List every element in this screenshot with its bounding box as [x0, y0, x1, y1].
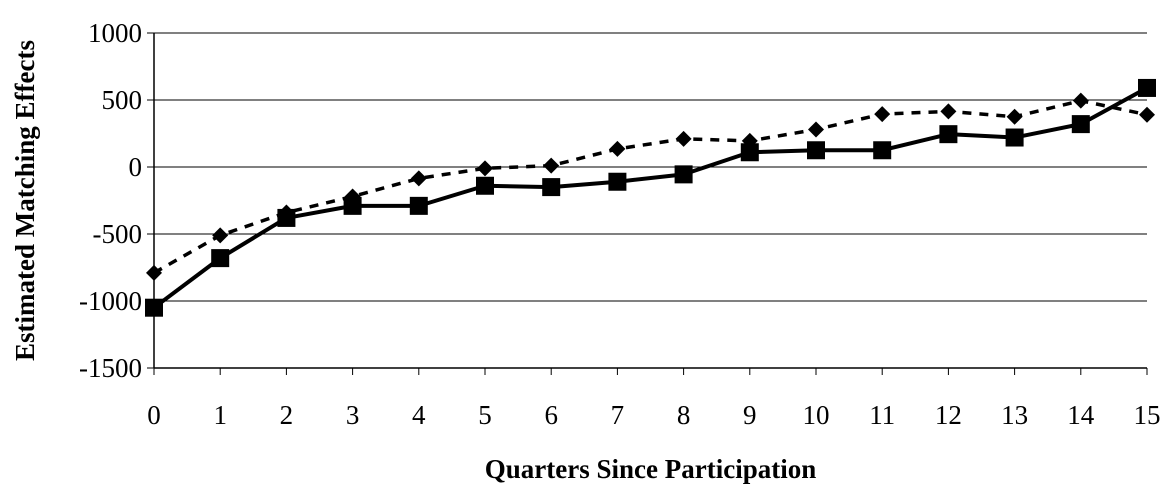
square-marker	[1138, 78, 1156, 97]
y-tick-label: -500	[93, 219, 143, 249]
diamond-marker	[212, 227, 229, 244]
x-tick-label: 15	[1134, 400, 1161, 430]
x-tick-label: 7	[611, 400, 625, 430]
series-diamond-dashed	[146, 92, 1155, 281]
square-marker	[409, 196, 428, 215]
x-tick-label: 13	[1001, 400, 1028, 430]
x-tick-label: 3	[346, 400, 360, 430]
gridlines	[154, 32, 1147, 302]
diamond-marker	[741, 132, 758, 149]
x-tick-label: 6	[544, 400, 558, 430]
diamond-marker	[344, 188, 361, 205]
x-tick-label: 2	[280, 400, 294, 430]
square-marker	[807, 141, 825, 160]
diamond-marker	[543, 157, 560, 174]
diamond-marker	[808, 121, 824, 138]
diamond-marker	[410, 170, 427, 187]
square-marker	[476, 176, 494, 195]
diamond-marker	[477, 160, 493, 177]
diamond-marker	[874, 106, 891, 123]
diamond-marker	[1072, 92, 1089, 109]
diamond-marker	[1139, 106, 1155, 123]
diamond-marker	[278, 204, 295, 221]
x-tick-label: 5	[478, 400, 492, 430]
diamond-marker	[675, 130, 692, 147]
square-marker	[1005, 128, 1024, 147]
diamond-marker	[609, 140, 626, 157]
square-marker	[211, 249, 230, 268]
x-tick-label: 8	[677, 400, 691, 430]
square-marker	[873, 141, 892, 160]
x-tick-label: 14	[1067, 400, 1095, 430]
square-marker	[939, 125, 958, 144]
square-marker	[343, 196, 362, 215]
series-line	[153, 98, 1148, 275]
diamond-marker	[940, 103, 957, 120]
y-axis-title: Estimated Matching Effects	[10, 40, 40, 361]
x-tick-label: 0	[147, 400, 161, 430]
series-square-solid	[145, 78, 1156, 317]
diamond-marker	[1006, 108, 1023, 125]
square-marker	[740, 143, 759, 162]
square-marker	[608, 172, 627, 191]
square-marker	[674, 165, 693, 184]
x-tick-label: 11	[869, 400, 895, 430]
square-marker	[542, 178, 561, 197]
x-tick-label: 12	[935, 400, 962, 430]
x-tick-label: 1	[213, 400, 227, 430]
y-tick-label: -1000	[79, 286, 142, 316]
series-line	[152, 86, 1148, 310]
x-tick-label: 4	[412, 400, 426, 430]
y-tick-label: 500	[102, 85, 143, 115]
x-axis-title: Quarters Since Participation	[485, 454, 816, 484]
diamond-marker	[146, 264, 162, 281]
y-tick-label: 1000	[88, 18, 142, 48]
y-tick-label: 0	[129, 152, 143, 182]
series-group	[145, 78, 1156, 317]
x-tick-label: 9	[743, 400, 757, 430]
square-marker	[1071, 115, 1090, 134]
axes	[147, 32, 1148, 375]
y-tick-label: -1500	[79, 353, 142, 383]
x-tick-label: 10	[803, 400, 830, 430]
square-marker	[145, 298, 163, 317]
